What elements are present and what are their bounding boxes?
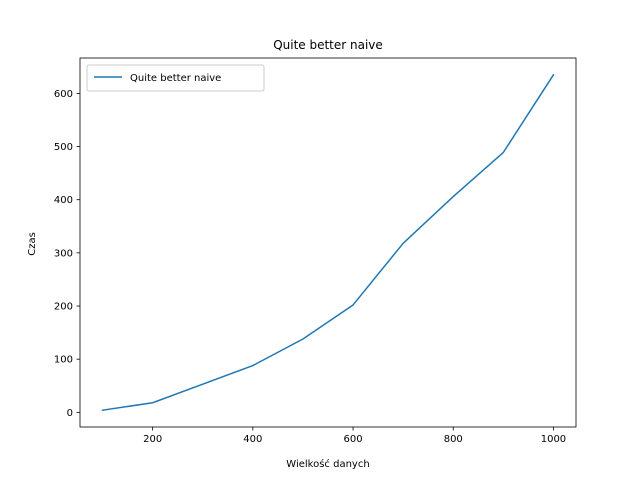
y-tick-label-500: 500 [54,142,73,153]
legend: Quite better naive [86,64,265,92]
x-tick-label-400: 400 [243,434,262,445]
x-tick-label-200: 200 [143,434,162,445]
y-tick-label-0: 0 [67,408,73,419]
x-tick-label-600: 600 [344,434,363,445]
axes-frame [79,57,577,428]
y-tick-label-400: 400 [54,195,73,206]
legend-box [86,64,265,92]
plot-area: 200 400 600 800 1000 0 100 200 300 400 500 600 [54,57,577,445]
chart-title: Quite better naive [273,38,383,52]
series-line-0 [101,73,555,412]
x-tick-label-800: 800 [444,434,463,445]
y-tick-label-200: 200 [54,302,73,313]
y-tick-label-100: 100 [54,355,73,366]
y-tick-label-300: 300 [54,248,73,259]
x-axis-label: Wielkość danych [286,458,369,470]
legend-entry-label: Quite better naive [130,73,221,84]
x-tick-label-1000: 1000 [541,434,566,445]
y-tick-label-600: 600 [54,89,73,100]
y-axis-label: Czas [27,232,38,256]
